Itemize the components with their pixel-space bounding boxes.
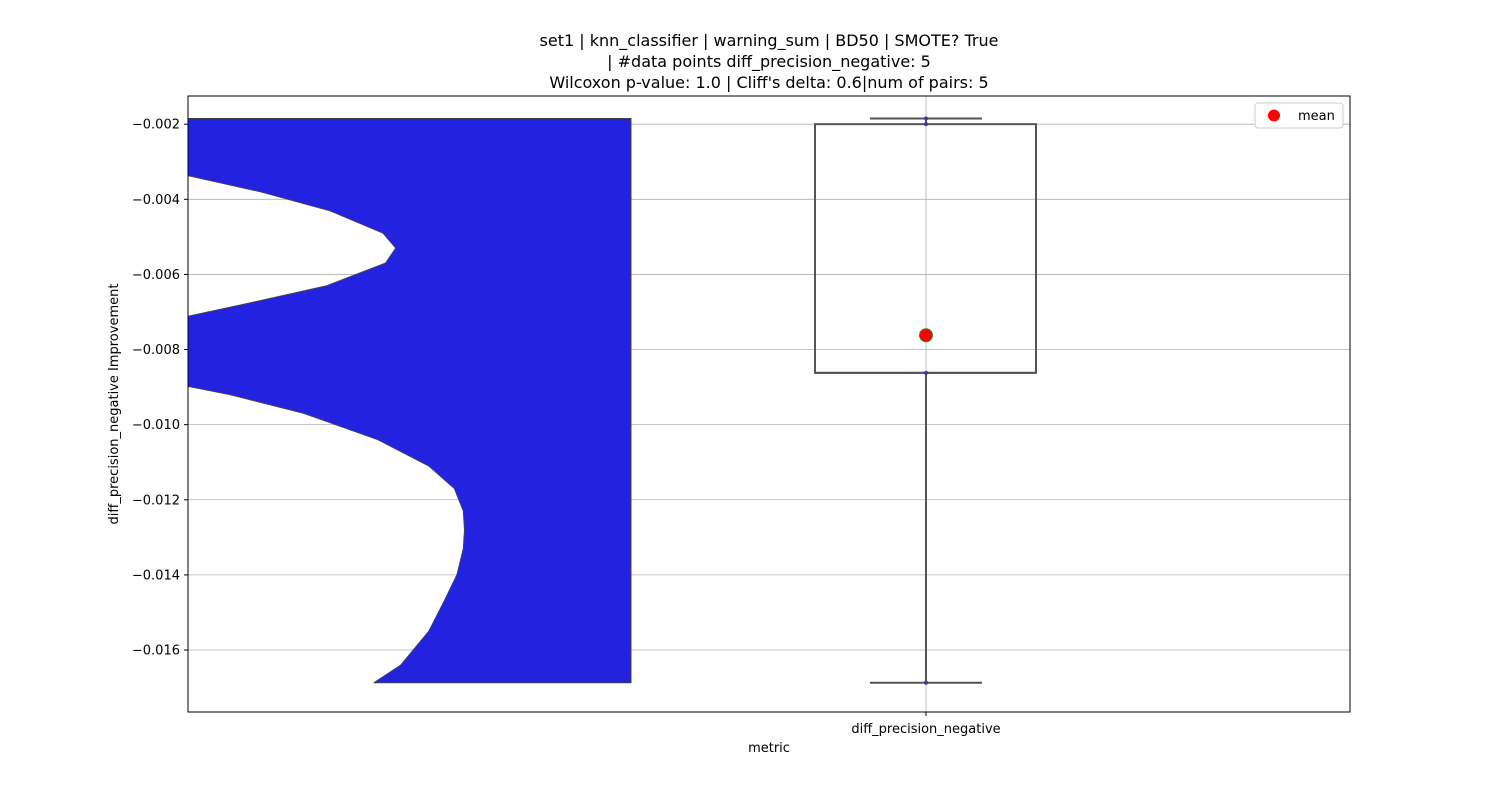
violin-body bbox=[188, 118, 632, 684]
y-tick-label: −0.002 bbox=[132, 118, 180, 133]
y-tick-label: −0.006 bbox=[132, 268, 180, 283]
y-tick-label: −0.016 bbox=[132, 644, 180, 659]
box-layer bbox=[814, 116, 1037, 685]
y-tick-label: −0.012 bbox=[132, 493, 180, 508]
legend: mean bbox=[1254, 102, 1344, 129]
violin-layer bbox=[188, 118, 632, 684]
y-tick-label: −0.010 bbox=[132, 418, 180, 433]
mean-marker bbox=[919, 328, 933, 343]
chart-title-line-1: set1 | knn_classifier | warning_sum | BD… bbox=[539, 31, 999, 50]
data-point bbox=[924, 122, 928, 127]
plot-frame bbox=[187, 95, 1351, 713]
axis-layer: −0.002 −0.004 −0.006 −0.008 −0.010 −0.012 −0.0… bbox=[132, 118, 1001, 737]
x-tick-label: diff_precision_negative bbox=[851, 722, 1000, 737]
chart-title-line-3: Wilcoxon p-value: 1.0 | Cliff's delta: 0… bbox=[549, 73, 989, 92]
y-axis-label: diff_precision_negative Improvement bbox=[107, 284, 122, 525]
data-point bbox=[924, 370, 928, 375]
data-point bbox=[924, 680, 928, 685]
legend-mean-label: mean bbox=[1298, 109, 1335, 124]
legend-mean-marker bbox=[1268, 109, 1280, 122]
y-tick-label: −0.014 bbox=[132, 568, 180, 583]
y-tick-label: −0.008 bbox=[132, 343, 180, 358]
y-tick-label: −0.004 bbox=[132, 193, 180, 208]
x-axis-label: metric bbox=[748, 741, 790, 756]
legend-frame bbox=[1254, 102, 1344, 129]
data-point bbox=[924, 116, 928, 121]
chart-title-line-2: | #data points diff_precision_negative: … bbox=[607, 52, 931, 71]
